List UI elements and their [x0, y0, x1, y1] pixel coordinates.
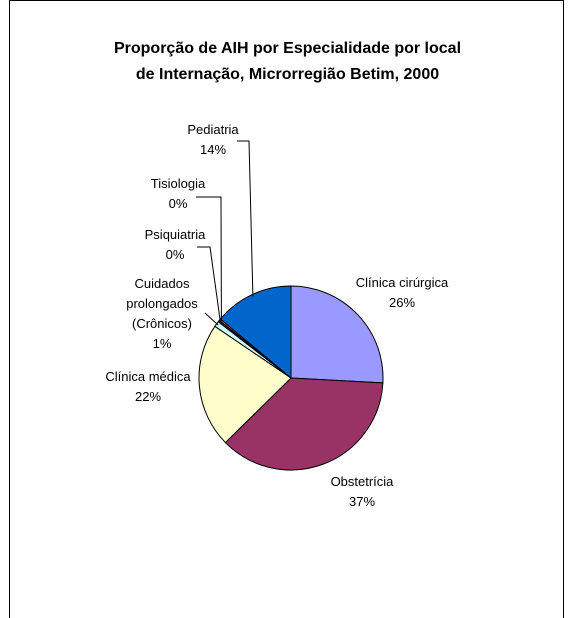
pie-slice-obstetricia	[224, 377, 384, 471]
chart-frame	[9, 0, 564, 618]
leader-line-cuidados	[204, 312, 219, 326]
pie-slice-clinica-cirurgica	[290, 285, 384, 384]
slice-label-cuidados-line-3: (Crônicos)	[132, 316, 192, 331]
slice-label-cuidados-line-2: prolongados	[126, 296, 198, 311]
chart-title: Proporção de AIH por Especialidade por l…	[40, 36, 535, 88]
chart-title-line-2: de Internação, Microrregião Betim, 2000	[135, 66, 440, 83]
pie-slice-clinica-medica	[198, 325, 292, 444]
slice-value-obstetricia: 37%	[349, 494, 375, 509]
slice-value-psiquiatria: 0%	[166, 247, 185, 262]
chart-title-line-1: Proporção de AIH por Especialidade por l…	[113, 40, 462, 57]
slice-label-tisiologia: Tisiologia	[151, 176, 206, 191]
slice-value-tisiologia: 0%	[169, 196, 188, 211]
slice-value-pediatria: 14%	[200, 142, 226, 157]
slice-label-cuidados-line-1: Cuidados	[135, 276, 190, 291]
slice-label-obstetricia: Obstetrícia	[331, 474, 395, 489]
leader-line-psiquiatria	[197, 246, 221, 323]
slice-value-clinica-medica: 22%	[135, 389, 161, 404]
slice-value-clinica-cirurgica: 26%	[389, 295, 415, 310]
slice-label-clinica-medica: Clínica médica	[105, 369, 191, 384]
slice-label-psiquiatria: Psiquiatria	[145, 227, 206, 242]
slice-label-clinica-cirurgica: Clínica cirúrgica	[356, 275, 449, 290]
slice-value-cuidados: 1%	[153, 336, 172, 351]
leader-line-tisiologia	[196, 196, 222, 321]
slice-label-pediatria: Pediatria	[187, 122, 239, 137]
pie-slice-pediatria	[219, 285, 292, 380]
leader-line-pediatria	[237, 140, 254, 297]
